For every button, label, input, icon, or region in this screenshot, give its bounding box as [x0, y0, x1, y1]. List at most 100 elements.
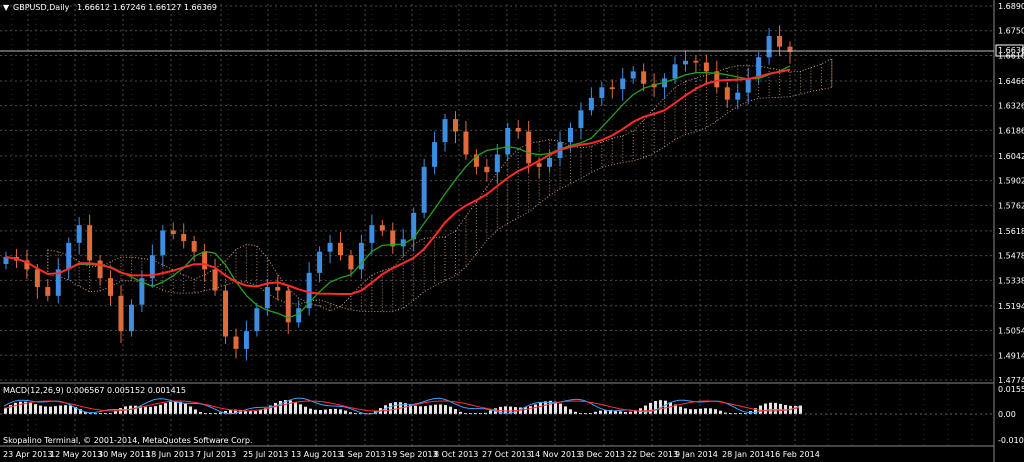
macd-hist-bar — [419, 406, 422, 414]
candle-body — [254, 308, 260, 332]
price-axis: 1.68900 1.67500 1.66100 1.64660 1.63260 1.618… — [998, 2, 1024, 385]
time-tick-label: 8 Oct 2013 — [434, 450, 478, 459]
macd-hist-bar — [704, 408, 707, 414]
macd-hist-bar — [604, 409, 607, 414]
candle-body — [620, 78, 626, 90]
macd-hist-bar — [294, 402, 297, 414]
time-tick-label: 14 Nov 2013 — [530, 450, 581, 459]
candle-body — [682, 60, 688, 65]
macd-hist-bar — [724, 412, 727, 414]
macd-hist-bar — [49, 406, 52, 414]
candle-body — [777, 36, 783, 47]
candle-body — [400, 239, 406, 247]
macd-hist-bar — [664, 400, 667, 414]
macd-hist-bar — [394, 402, 397, 414]
current-price-label: 1.66369 — [998, 46, 1024, 55]
price-tick-label: 1.59020 — [998, 177, 1024, 186]
price-tick-label: 1.60420 — [998, 152, 1024, 161]
macd-hist-bar — [44, 406, 47, 414]
candle-body — [264, 287, 270, 309]
candle-body — [756, 57, 762, 79]
macd-hist-bar — [279, 400, 282, 414]
candle-body — [327, 242, 333, 252]
candle-body — [547, 158, 553, 167]
candle-body — [578, 110, 584, 128]
macd-hist-bar — [434, 404, 437, 414]
macd-hist-bar — [9, 405, 12, 414]
macd-hist-bar — [174, 401, 177, 414]
candle-body — [567, 127, 573, 143]
candle-body — [515, 127, 521, 132]
candle-body — [45, 287, 51, 296]
candle-body — [599, 87, 605, 98]
macd-hist-bar — [79, 409, 82, 414]
macd-hist-bar — [624, 411, 627, 414]
macd-hist-bar — [319, 410, 322, 414]
price-tick-label: 1.49140 — [998, 351, 1024, 360]
macd-hist-bar — [179, 401, 182, 414]
macd-hist-bar — [109, 412, 112, 414]
macd-hist-bar — [234, 409, 237, 414]
macd-hist-bar — [324, 409, 327, 414]
candle-body — [128, 304, 134, 332]
price-tick-label: 1.47740 — [998, 376, 1024, 385]
ichimoku-cloud — [47, 58, 833, 313]
candle-body — [212, 269, 218, 291]
macd-hist-bar — [384, 405, 387, 414]
candle-body — [306, 272, 312, 309]
candle-body — [24, 260, 30, 270]
candle-body — [369, 225, 375, 243]
price-tick-label: 1.54780 — [998, 252, 1024, 261]
candle-body — [630, 71, 636, 79]
candle-body — [411, 212, 417, 240]
time-tick-label: 1 Sep 2013 — [340, 450, 386, 459]
time-tick-label: 23 Apr 2013 — [3, 450, 52, 459]
candle-body — [170, 230, 176, 235]
time-tick-label: 22 Dec 2013 — [627, 450, 678, 459]
macd-hist-bar — [169, 401, 172, 414]
candle-body — [233, 336, 239, 349]
macd-hist-bar — [289, 400, 292, 414]
candle-body — [66, 242, 72, 270]
candle-body — [609, 87, 615, 90]
macd-hist-bar — [414, 405, 417, 414]
price-tick-label: 1.63260 — [998, 102, 1024, 111]
grid — [0, 4, 994, 446]
candle-body — [641, 71, 647, 84]
macd-hist-bar — [244, 410, 247, 414]
time-tick-label: 12 May 2013 — [50, 450, 102, 459]
macd-hist-bar — [299, 404, 302, 414]
candle-body — [672, 64, 678, 79]
macd-hist-bar — [539, 402, 542, 414]
macd-hist-bar — [139, 406, 142, 414]
price-tick-label: 1.61860 — [998, 126, 1024, 135]
macd-tick-bottom: -0.010 — [998, 436, 1024, 445]
candle-body — [452, 119, 458, 132]
macd-hist-bar — [339, 409, 342, 414]
macd-hist-bar — [254, 411, 257, 414]
candle-body — [34, 269, 40, 288]
macd-hist-bar — [34, 404, 37, 414]
macd-hist-bar — [69, 405, 72, 414]
candle-body — [139, 278, 145, 305]
macd-hist-bar — [424, 406, 427, 414]
candle-body — [463, 131, 469, 155]
candle-body — [223, 290, 229, 337]
chart-menu-arrow[interactable]: ▼ — [3, 3, 10, 12]
macd-hist-bar — [634, 410, 637, 414]
macd-hist-bar — [714, 409, 717, 414]
macd-hist-bar — [224, 410, 227, 414]
price-tick-label: 1.64660 — [998, 77, 1024, 86]
macd-hist-bar — [29, 402, 32, 414]
macd-hist-bar — [284, 400, 287, 414]
price-tick-label: 1.57620 — [998, 201, 1024, 210]
candle-body — [442, 119, 448, 143]
candle-body — [703, 62, 709, 72]
candle-body — [494, 154, 500, 173]
macd-hist-bar — [659, 400, 662, 414]
candle-body — [714, 71, 720, 88]
macd-hist-bar — [449, 406, 452, 414]
